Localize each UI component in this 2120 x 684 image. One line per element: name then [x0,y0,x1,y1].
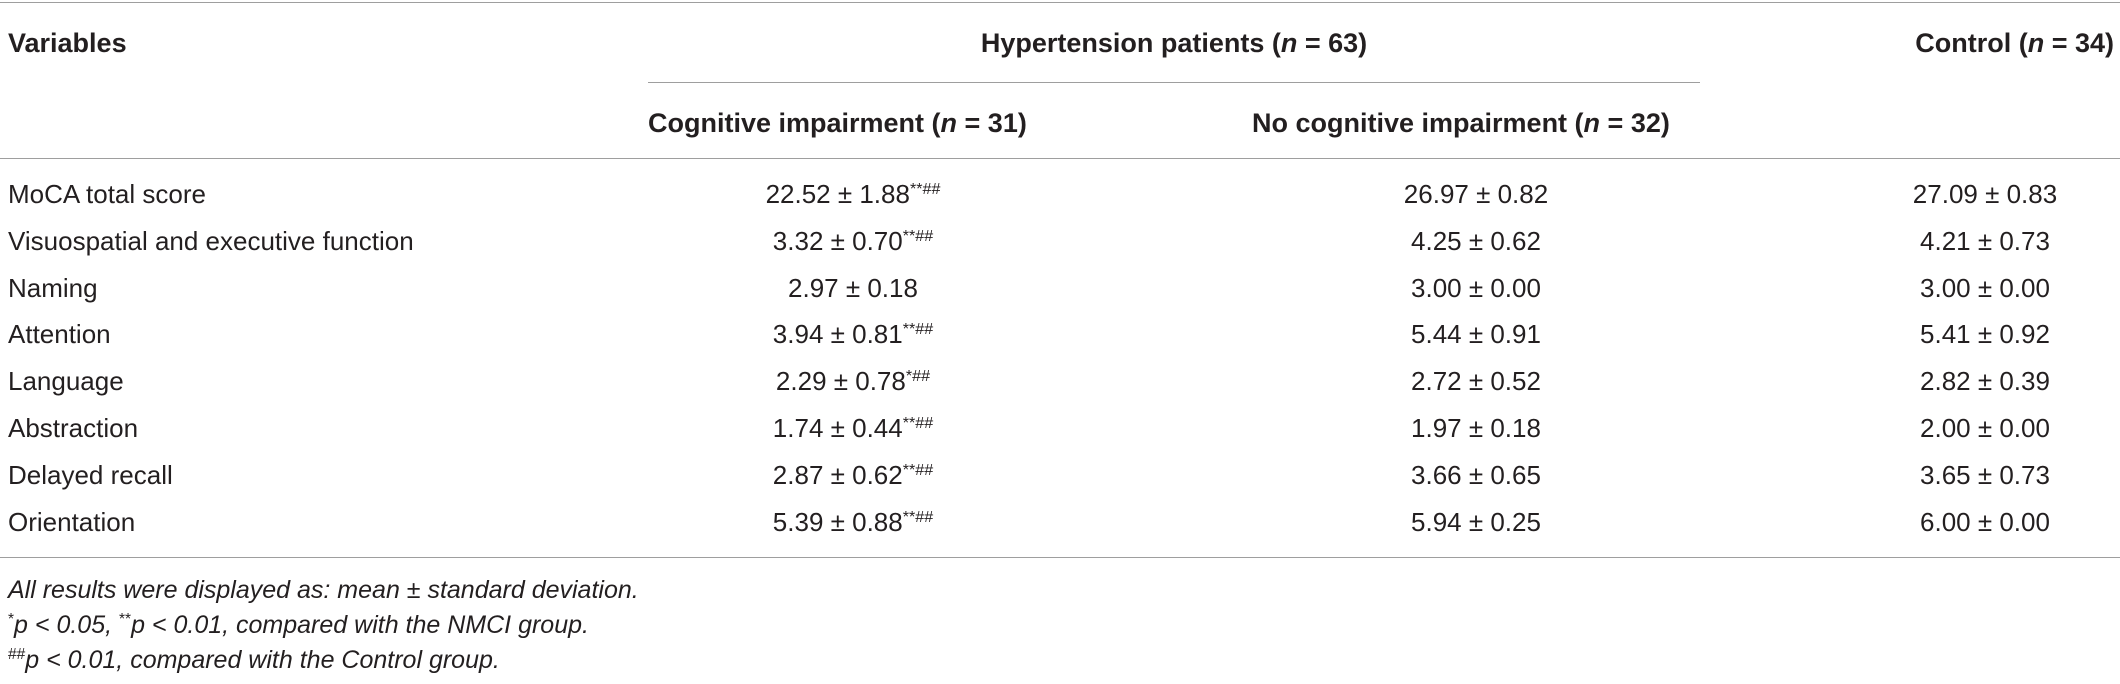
no-cognitive-impairment-header: No cognitive impairment (n = 32) [1252,108,1670,138]
top-rule [0,2,2120,3]
control-header: Control (n = 34) [1915,28,2114,58]
ci-value: 1.74 ± 0.44**## [772,413,934,443]
cognitive-impairment-header: Cognitive impairment (n = 31) [648,108,1027,138]
control-value: 3.65 ± 0.73 [1920,460,2050,490]
ci-value: 22.52 ± 1.88**## [765,179,941,209]
hypertension-group-header: Hypertension patients (n = 63) [980,28,1368,58]
row-label: Abstraction [8,413,139,443]
control-value: 2.82 ± 0.39 [1920,366,2050,396]
table-bottom-rule [0,557,2120,558]
nci-value: 3.00 ± 0.00 [1411,273,1541,303]
row-label: Language [8,366,124,396]
row-label: Orientation [8,507,136,537]
nci-value: 1.97 ± 0.18 [1411,413,1541,443]
nci-value: 3.66 ± 0.65 [1411,460,1541,490]
control-value: 6.00 ± 0.00 [1920,507,2050,537]
ci-value: 2.97 ± 0.18 [788,273,918,303]
row-label: MoCA total score [8,179,206,209]
row-label: Naming [8,273,98,303]
variables-header: Variables [8,28,127,58]
control-value: 4.21 ± 0.73 [1920,226,2050,256]
nci-value: 5.94 ± 0.25 [1411,507,1541,537]
row-label: Delayed recall [8,460,173,490]
header-bottom-rule [0,158,2120,159]
control-value: 2.00 ± 0.00 [1920,413,2050,443]
ci-value: 2.29 ± 0.78*## [775,366,931,396]
nci-value: 5.44 ± 0.91 [1411,319,1541,349]
row-label: Visuospatial and executive function [8,226,414,256]
row-label: Attention [8,319,111,349]
nci-value: 26.97 ± 0.82 [1403,179,1549,209]
ci-value: 3.94 ± 0.81**## [772,319,934,349]
control-value: 3.00 ± 0.00 [1920,273,2050,303]
nci-value: 2.72 ± 0.52 [1411,366,1541,396]
footnote-2: *p < 0.05, **p < 0.01, compared with the… [8,611,589,639]
ci-value: 2.87 ± 0.62**## [772,460,934,490]
nci-value: 4.25 ± 0.62 [1411,226,1541,256]
ci-value: 3.32 ± 0.70**## [772,226,934,256]
control-value: 27.09 ± 0.83 [1912,179,2058,209]
footnote-1: All results were displayed as: mean ± st… [8,576,639,604]
footnote-3: ##p < 0.01, compared with the Control gr… [8,646,500,674]
group-underline [648,82,1700,83]
ci-value: 5.39 ± 0.88**## [772,507,934,537]
control-value: 5.41 ± 0.92 [1920,319,2050,349]
